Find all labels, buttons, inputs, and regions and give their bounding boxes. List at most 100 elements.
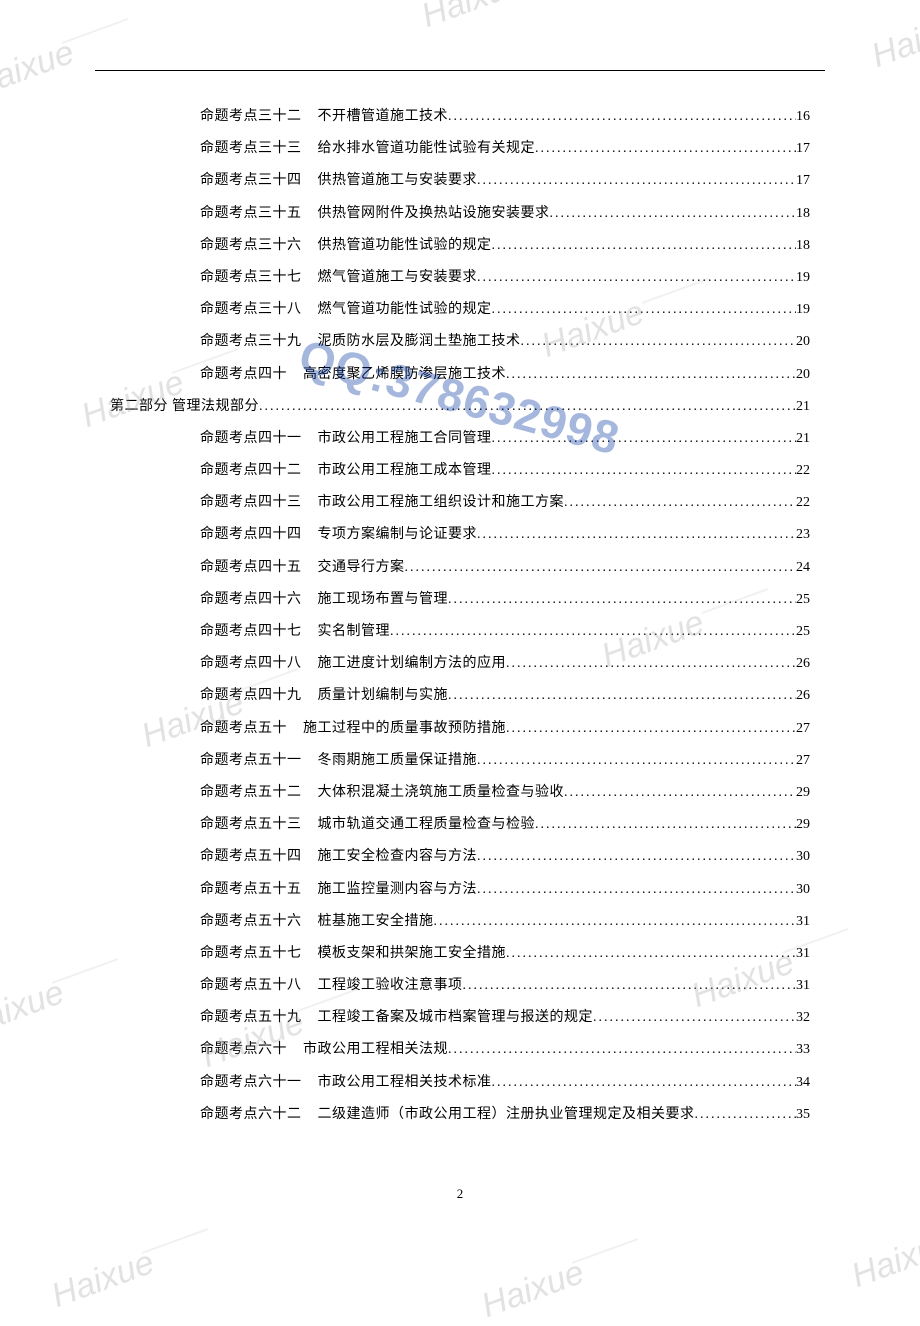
toc-title: 施工进度计划编制方法的应用 bbox=[318, 648, 507, 680]
toc-entry: 命题考点三十八燃气管道功能性试验的规定19 bbox=[110, 294, 810, 326]
toc-entry: 命题考点五十四施工安全检查内容与方法30 bbox=[110, 841, 810, 873]
toc-entry: 命题考点五十九工程竣工备案及城市档案管理与报送的规定32 bbox=[110, 1002, 810, 1034]
toc-label: 命题考点五十六 bbox=[200, 906, 302, 938]
toc-leader-dots bbox=[477, 841, 796, 873]
toc-title: 泥质防水层及膨润土垫施工技术 bbox=[318, 326, 521, 358]
toc-entry: 命题考点四十四专项方案编制与论证要求23 bbox=[110, 519, 810, 551]
toc-page-number: 32 bbox=[796, 1002, 810, 1034]
toc-title: 施工过程中的质量事故预防措施 bbox=[303, 713, 506, 745]
toc-label: 命题考点五十一 bbox=[200, 745, 302, 777]
toc-title: 燃气管道施工与安装要求 bbox=[318, 262, 478, 294]
toc-page-number: 35 bbox=[796, 1099, 810, 1131]
toc-page-number: 29 bbox=[796, 809, 810, 841]
toc-leader-dots bbox=[550, 198, 797, 230]
toc-entry: 命题考点三十九泥质防水层及膨润土垫施工技术 20 bbox=[110, 326, 810, 358]
toc-page-number: 19 bbox=[796, 262, 810, 294]
toc-page-number: 26 bbox=[796, 680, 810, 712]
toc-title: 专项方案编制与论证要求 bbox=[318, 519, 478, 551]
toc-label: 命题考点四十 bbox=[200, 359, 287, 391]
background-dash bbox=[572, 1238, 638, 1264]
toc-entry: 命题考点五十一冬雨期施工质量保证措施 27 bbox=[110, 745, 810, 777]
toc-title: 施工安全检查内容与方法 bbox=[318, 841, 478, 873]
toc-leader-dots bbox=[506, 938, 796, 970]
toc-title: 施工监控量测内容与方法 bbox=[318, 874, 478, 906]
toc-title: 模板支架和拱架施工安全措施 bbox=[318, 938, 507, 970]
toc-label: 命题考点四十四 bbox=[200, 519, 302, 551]
background-watermark: Haixue bbox=[847, 1223, 920, 1296]
toc-entry: 命题考点六十市政公用工程相关法规33 bbox=[110, 1034, 810, 1066]
toc-entry: 命题考点三十六供热管道功能性试验的规定18 bbox=[110, 230, 810, 262]
toc-entry: 命题考点四十三市政公用工程施工组织设计和施工方案22 bbox=[110, 487, 810, 519]
toc-title: 市政公用工程施工组织设计和施工方案 bbox=[318, 487, 565, 519]
toc-page-number: 30 bbox=[796, 874, 810, 906]
toc-entry: 命题考点六十一市政公用工程相关技术标准34 bbox=[110, 1067, 810, 1099]
toc-title: 桩基施工安全措施 bbox=[318, 906, 434, 938]
toc-entry: 命题考点四十七实名制管理25 bbox=[110, 616, 810, 648]
toc-label: 命题考点四十一 bbox=[200, 423, 302, 455]
toc-title: 冬雨期施工质量保证措施 bbox=[318, 745, 478, 777]
toc-leader-dots bbox=[405, 552, 797, 584]
toc-page-number: 20 bbox=[796, 326, 810, 358]
toc-leader-dots bbox=[477, 165, 796, 197]
toc-leader-dots bbox=[535, 809, 796, 841]
toc-title: 交通导行方案 bbox=[318, 552, 405, 584]
toc-entry: 命题考点五十施工过程中的质量事故预防措施27 bbox=[110, 713, 810, 745]
toc-label: 命题考点三十六 bbox=[200, 230, 302, 262]
toc-leader-dots bbox=[477, 874, 796, 906]
toc-leader-dots bbox=[564, 777, 796, 809]
toc-label: 命题考点四十七 bbox=[200, 616, 302, 648]
toc-leader-dots bbox=[477, 262, 796, 294]
toc-leader-dots bbox=[390, 616, 796, 648]
toc-label: 命题考点五十三 bbox=[200, 809, 302, 841]
toc-leader-dots bbox=[448, 101, 796, 133]
toc-leader-dots bbox=[448, 1034, 796, 1066]
toc-label: 命题考点三十五 bbox=[200, 198, 302, 230]
toc-label: 命题考点四十五 bbox=[200, 552, 302, 584]
table-of-contents: 命题考点三十二不开槽管道施工技术16命题考点三十三给水排水管道功能性试验有关规定… bbox=[110, 101, 810, 1131]
toc-entry: 第二部分 管理法规部分21 bbox=[110, 391, 810, 423]
toc-page-number: 31 bbox=[796, 938, 810, 970]
toc-page-number: 21 bbox=[796, 423, 810, 455]
toc-entry: 命题考点四十一市政公用工程施工合同管理 21 bbox=[110, 423, 810, 455]
toc-label: 第二部分 bbox=[110, 391, 168, 423]
toc-page-number: 16 bbox=[796, 101, 810, 133]
toc-page-number: 21 bbox=[796, 391, 810, 423]
toc-label: 命题考点六十一 bbox=[200, 1067, 302, 1099]
toc-title: 实名制管理 bbox=[318, 616, 391, 648]
toc-leader-dots bbox=[593, 1002, 796, 1034]
toc-label: 命题考点三十九 bbox=[200, 326, 302, 358]
toc-page-number: 25 bbox=[796, 584, 810, 616]
toc-label: 命题考点五十四 bbox=[200, 841, 302, 873]
toc-title: 给水排水管道功能性试验有关规定 bbox=[318, 133, 536, 165]
toc-page-number: 18 bbox=[796, 198, 810, 230]
toc-entry: 命题考点四十五交通导行方案24 bbox=[110, 552, 810, 584]
toc-leader-dots bbox=[564, 487, 796, 519]
toc-leader-dots bbox=[477, 745, 796, 777]
toc-title: 施工现场布置与管理 bbox=[318, 584, 449, 616]
toc-page-number: 20 bbox=[796, 359, 810, 391]
toc-leader-dots bbox=[492, 230, 797, 262]
toc-title: 市政公用工程施工成本管理 bbox=[318, 455, 492, 487]
toc-entry: 命题考点五十五施工监控量测内容与方法30 bbox=[110, 874, 810, 906]
toc-page-number: 22 bbox=[796, 487, 810, 519]
toc-page-number: 27 bbox=[796, 745, 810, 777]
toc-leader-dots bbox=[492, 455, 797, 487]
toc-label: 命题考点五十二 bbox=[200, 777, 302, 809]
toc-label: 命题考点六十 bbox=[200, 1034, 287, 1066]
toc-leader-dots bbox=[434, 906, 797, 938]
toc-title: 市政公用工程施工合同管理 bbox=[318, 423, 492, 455]
toc-page-number: 31 bbox=[796, 970, 810, 1002]
background-dash bbox=[142, 1228, 208, 1254]
toc-label: 命题考点四十八 bbox=[200, 648, 302, 680]
toc-title: 质量计划编制与实施 bbox=[318, 680, 449, 712]
toc-leader-dots bbox=[506, 713, 796, 745]
toc-leader-dots bbox=[448, 584, 796, 616]
toc-entry: 命题考点五十二大体积混凝土浇筑施工质量检查与验收29 bbox=[110, 777, 810, 809]
toc-title: 城市轨道交通工程质量检查与检验 bbox=[318, 809, 536, 841]
toc-leader-dots bbox=[448, 680, 796, 712]
toc-leader-dots bbox=[521, 326, 797, 358]
toc-leader-dots bbox=[492, 1067, 797, 1099]
toc-title: 不开槽管道施工技术 bbox=[318, 101, 449, 133]
toc-leader-dots bbox=[477, 519, 796, 551]
toc-entry: 命题考点五十七模板支架和拱架施工安全措施31 bbox=[110, 938, 810, 970]
